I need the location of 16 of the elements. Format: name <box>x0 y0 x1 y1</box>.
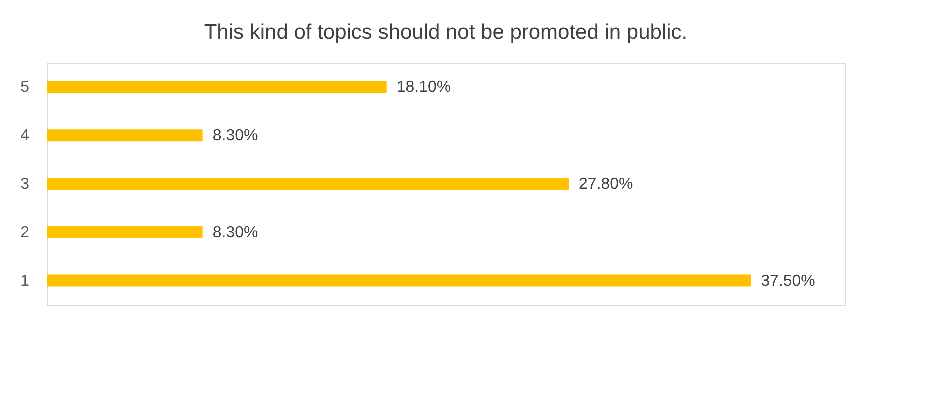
y-tick-label: 5 <box>20 79 30 96</box>
bar <box>47 130 203 142</box>
data-label: 8.30% <box>212 224 258 242</box>
chart-title: This kind of topics should not be promoted in public. <box>204 21 688 44</box>
data-label: 27.80% <box>578 176 634 193</box>
y-tick-label: 1 <box>20 272 30 290</box>
y-tick-label: 4 <box>20 128 30 145</box>
bar <box>47 226 203 238</box>
y-tick-label: 3 <box>20 176 30 193</box>
data-label: 18.10% <box>396 79 452 96</box>
data-label: 8.30% <box>212 128 258 145</box>
bar <box>47 274 752 287</box>
data-label: 37.50% <box>761 272 816 290</box>
y-tick-label: 2 <box>20 224 30 242</box>
bar <box>47 178 569 190</box>
bar <box>47 81 387 94</box>
